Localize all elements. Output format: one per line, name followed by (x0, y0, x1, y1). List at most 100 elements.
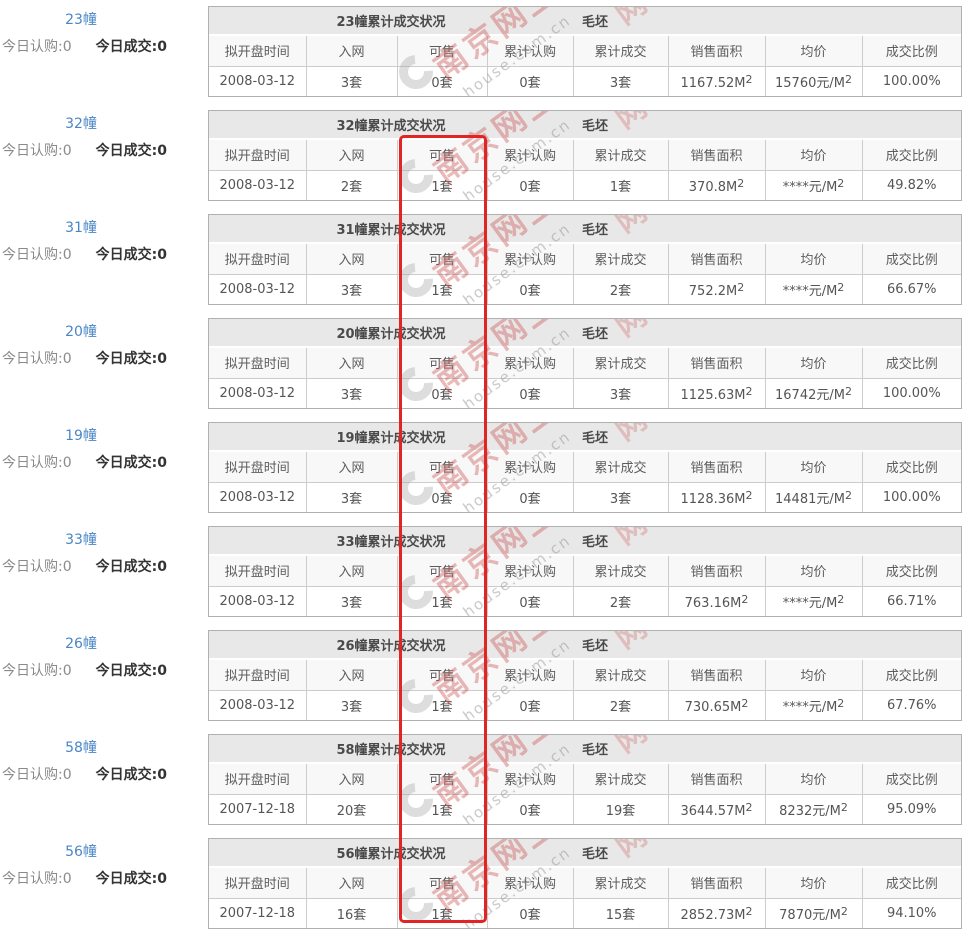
data-cell: 16套 (306, 897, 398, 928)
data-cell: 2套 (306, 169, 398, 200)
sales-table: 33幢累计成交状况 毛坯 拟开盘时间 入网 可售 累计认购 累计成交 销售面积 均价 成交比例… (208, 526, 962, 617)
column-header-cell: 均价 (765, 244, 863, 274)
sales-table: 32幢累计成交状况 毛坯 拟开盘时间 入网 可售 累计认购 累计成交 销售面积 均价 成交比例… (208, 110, 962, 201)
column-header-cell: 累计成交 (573, 452, 669, 482)
data-row: 2008-03-12 3套 1套 0套 2套 730.65M2 ****元/M2 67.76% (209, 689, 961, 720)
data-cell: 0套 (487, 65, 574, 96)
column-header-cell: 拟开盘时间 (209, 868, 307, 898)
sales-table: 31幢累计成交状况 毛坯 拟开盘时间 入网 可售 累计认购 累计成交 销售面积 均价 成交比例… (208, 214, 962, 305)
data-row: 2008-03-12 3套 0套 0套 3套 1128.36M2 14481元/M2 100.… (209, 481, 961, 512)
building-block: 31幢 今日认购:0 今日成交:0 31幢累计成交状况 毛坯 (0, 214, 965, 305)
building-link[interactable]: 26幢 (65, 636, 97, 652)
data-cell: 2007-12-18 (209, 897, 307, 928)
building-link[interactable]: 33幢 (65, 532, 97, 548)
table-title: 32幢累计成交状况 (336, 119, 446, 134)
column-header-cell: 成交比例 (862, 556, 961, 586)
today-deal-label: 今日成交:0 (95, 663, 167, 679)
column-header-cell: 成交比例 (862, 868, 961, 898)
data-cell: 1套 (397, 897, 488, 928)
column-header-cell: 可售 (397, 868, 488, 898)
data-cell: 2008-03-12 (209, 273, 307, 304)
data-row: 2008-03-12 3套 1套 0套 2套 752.2M2 ****元/M2 66.67% (209, 273, 961, 304)
today-subscribe-label: 今日认购:0 (2, 559, 72, 575)
data-cell: 2008-03-12 (209, 585, 307, 616)
column-header-row: 拟开盘时间 入网 可售 累计认购 累计成交 销售面积 均价 成交比例 (209, 140, 961, 170)
building-block: 26幢 今日认购:0 今日成交:0 26幢累计成交状况 毛坯 (0, 630, 965, 721)
data-cell: 15760元/M2 (765, 65, 863, 96)
finish-type-label: 毛坯 (582, 327, 609, 342)
data-cell: 1套 (397, 273, 488, 304)
data-row: 2008-03-12 3套 0套 0套 3套 1125.63M2 16742元/M2 100.… (209, 377, 961, 408)
column-header-cell: 销售面积 (668, 36, 766, 66)
today-subscribe-label: 今日认购:0 (2, 247, 72, 263)
building-link[interactable]: 31幢 (65, 220, 97, 236)
finish-type-label: 毛坯 (582, 743, 609, 758)
data-cell: 3套 (306, 377, 398, 408)
data-cell: 0套 (487, 689, 574, 720)
finish-type-label: 毛坯 (582, 431, 609, 446)
data-cell: 3套 (306, 273, 398, 304)
table-title-row: 31幢累计成交状况 毛坯 (209, 215, 961, 242)
data-cell: 2008-03-12 (209, 169, 307, 200)
building-link[interactable]: 23幢 (65, 12, 97, 28)
table-title: 31幢累计成交状况 (336, 223, 446, 238)
data-cell: 0套 (397, 65, 488, 96)
data-cell: 2852.73M2 (668, 897, 766, 928)
building-link[interactable]: 19幢 (65, 428, 97, 444)
sales-data-grid: 拟开盘时间 入网 可售 累计认购 累计成交 销售面积 均价 成交比例 2008-03-12 3套… (209, 244, 961, 304)
building-link[interactable]: 58幢 (65, 740, 97, 756)
data-cell: 100.00% (862, 65, 961, 96)
sales-table: 58幢累计成交状况 毛坯 拟开盘时间 入网 可售 累计认购 累计成交 销售面积 均价 成交比例… (208, 734, 962, 825)
today-counts: 今日认购:0 今日成交:0 (0, 868, 167, 888)
data-cell: 1125.63M2 (668, 377, 766, 408)
building-link[interactable]: 20幢 (65, 324, 97, 340)
column-header-cell: 拟开盘时间 (209, 556, 307, 586)
column-header-cell: 可售 (397, 140, 488, 170)
building-summary: 20幢 今日认购:0 今日成交:0 (0, 318, 208, 409)
data-row: 2007-12-18 20套 1套 0套 19套 3644.57M2 8232元/M2 95.… (209, 793, 961, 824)
today-counts: 今日认购:0 今日成交:0 (0, 244, 167, 264)
data-cell: 3套 (573, 377, 669, 408)
data-cell: 66.71% (862, 585, 961, 616)
column-header-cell: 累计认购 (487, 452, 574, 482)
data-cell: ****元/M2 (765, 273, 863, 304)
column-header-cell: 入网 (306, 660, 398, 690)
column-header-cell: 入网 (306, 868, 398, 898)
table-title: 26幢累计成交状况 (336, 639, 446, 654)
building-summary: 23幢 今日认购:0 今日成交:0 (0, 6, 208, 97)
data-cell: 14481元/M2 (765, 481, 863, 512)
data-row: 2008-03-12 3套 1套 0套 2套 763.16M2 ****元/M2 66.71% (209, 585, 961, 616)
building-summary: 19幢 今日认购:0 今日成交:0 (0, 422, 208, 513)
building-link[interactable]: 56幢 (65, 844, 97, 860)
sales-table: 26幢累计成交状况 毛坯 拟开盘时间 入网 可售 累计认购 累计成交 销售面积 均价 成交比例… (208, 630, 962, 721)
sales-data-grid: 拟开盘时间 入网 可售 累计认购 累计成交 销售面积 均价 成交比例 2007-12-18 20… (209, 764, 961, 824)
sales-data-grid: 拟开盘时间 入网 可售 累计认购 累计成交 销售面积 均价 成交比例 2007-12-18 16… (209, 868, 961, 928)
building-link[interactable]: 32幢 (65, 116, 97, 132)
data-cell: 49.82% (862, 169, 961, 200)
table-title: 33幢累计成交状况 (336, 535, 446, 550)
data-cell: ****元/M2 (765, 169, 863, 200)
column-header-row: 拟开盘时间 入网 可售 累计认购 累计成交 销售面积 均价 成交比例 (209, 348, 961, 378)
data-cell: 1套 (573, 169, 669, 200)
today-deal-label: 今日成交:0 (95, 559, 167, 575)
building-summary: 31幢 今日认购:0 今日成交:0 (0, 214, 208, 305)
data-row: 2008-03-12 3套 0套 0套 3套 1167.52M2 15760元/M2 100.… (209, 65, 961, 96)
column-header-cell: 可售 (397, 452, 488, 482)
column-header-cell: 拟开盘时间 (209, 660, 307, 690)
today-subscribe-label: 今日认购:0 (2, 39, 72, 55)
data-cell: 0套 (487, 273, 574, 304)
column-header-cell: 拟开盘时间 (209, 36, 307, 66)
table-title-row: 56幢累计成交状况 毛坯 (209, 839, 961, 866)
column-header-cell: 可售 (397, 36, 488, 66)
data-cell: 3套 (573, 481, 669, 512)
column-header-cell: 拟开盘时间 (209, 452, 307, 482)
today-subscribe-label: 今日认购:0 (2, 871, 72, 887)
column-header-cell: 入网 (306, 764, 398, 794)
today-counts: 今日认购:0 今日成交:0 (0, 556, 167, 576)
sales-data-grid: 拟开盘时间 入网 可售 累计认购 累计成交 销售面积 均价 成交比例 2008-03-12 3套… (209, 660, 961, 720)
column-header-cell: 累计成交 (573, 36, 669, 66)
data-cell: 2008-03-12 (209, 481, 307, 512)
data-cell: 0套 (397, 481, 488, 512)
sales-table: 20幢累计成交状况 毛坯 拟开盘时间 入网 可售 累计认购 累计成交 销售面积 均价 成交比例… (208, 318, 962, 409)
